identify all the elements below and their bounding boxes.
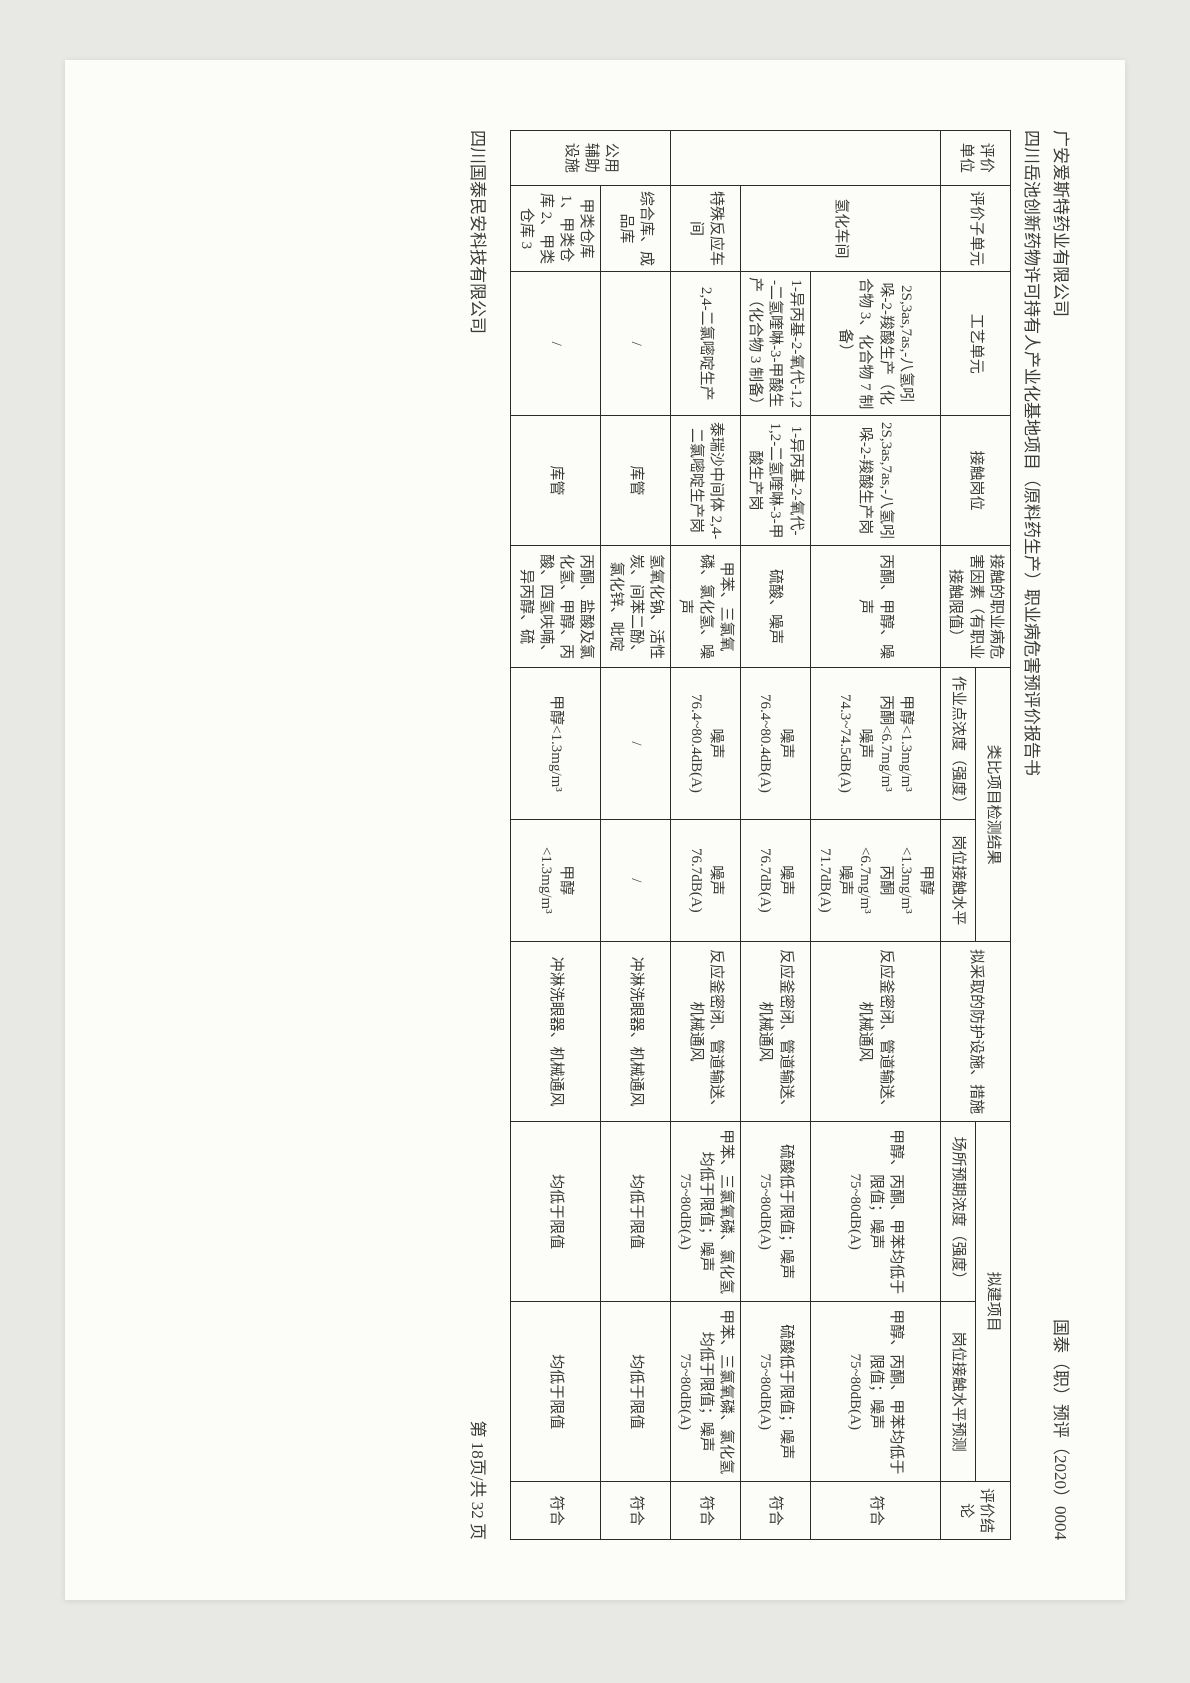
th-post: 接触岗位 — [941, 416, 1011, 546]
hazard-table: 评价单位 评价子单元 工艺单元 接触岗位 接触的职业病危害因素（有职业接触限值）… — [511, 130, 1012, 1540]
table-row: 1-异丙基-2-氧代-1,2-二氢喹啉-3-甲酸生产（化合物 3 制备） 1-异… — [741, 131, 811, 1540]
page-content: 广安爱斯特药业有限公司 国泰（职）预评（2020）0004 四川岳池创新药物许可… — [65, 60, 1125, 1600]
cell-post: 库管 — [511, 416, 601, 546]
cell-apoint: 噪声76.4~80.4dB(A) — [741, 668, 811, 819]
table-body: 氢化车间 2S,3as,7as,-八氢吲哚-2-羧酸生产（化合物 3、化合物 7… — [511, 131, 941, 1540]
header-row-1: 广安爱斯特药业有限公司 国泰（职）预评（2020）0004 — [1050, 130, 1075, 1540]
cell-plevel: 硫酸低于限值；噪声75~80dB(A) — [741, 1302, 811, 1482]
cell-post: 泰瑞沙中间体 2,4-二氯嘧啶生产岗 — [671, 416, 741, 546]
cell-plevel: 甲苯、三氯氧磷、氯化氢均低于限值；噪声75~80dB(A) — [671, 1302, 741, 1482]
cell-plevel: 均低于限值 — [601, 1302, 671, 1482]
cell-plevel: 甲醇、丙酮、甲苯均低于限值；噪声75~80dB(A) — [810, 1302, 941, 1482]
cell-concl: 符合 — [601, 1482, 671, 1540]
cell-apoint: 甲醇<1.3mg/m³丙酮<6.7mg/m³噪声74.3~74.5dB(A) — [810, 668, 941, 819]
footer-row: 四川国泰民安科技有限公司 第 18页/共 32 页 — [468, 130, 493, 1540]
cell-post: 2S,3as,7as,-八氢吲哚-2-羧酸生产岗 — [810, 416, 941, 546]
cell-hazard: 甲苯、三氯氧磷、氯化氢、噪声 — [671, 545, 741, 667]
header-left-2: 四川岳池创新药物许可持有人产业化基地项目（原料药生产）职业病危害预评价报告书 — [1021, 130, 1046, 1540]
cell-measures: 反应釜密闭、管道输送、机械通风 — [810, 942, 941, 1122]
header-right-1: 国泰（职）预评（2020）0004 — [1050, 1319, 1075, 1540]
cell-alevel: 噪声76.7dB(A) — [741, 819, 811, 941]
th-measures: 拟采取的防护设施、措施 — [941, 942, 1011, 1122]
th-sub-unit: 评价子单元 — [941, 185, 1011, 271]
cell-post: 库管 — [601, 416, 671, 546]
cell-concl: 符合 — [810, 1482, 941, 1540]
table-row: 特殊反应车间 2,4-二氯嘧啶生产 泰瑞沙中间体 2,4-二氯嘧啶生产岗 甲苯、… — [671, 131, 741, 1540]
th-process: 工艺单元 — [941, 272, 1011, 416]
cell-sub: 甲类仓库 1、甲类仓库 2、甲类仓库 3 — [511, 185, 601, 271]
cell-hazard: 丙酮、盐酸及氯化氢、甲醇、丙酸、四氢呋喃、异丙醇、硫 — [511, 545, 601, 667]
th-conclusion: 评价结论 — [941, 1482, 1011, 1540]
th-proposed-conc: 场所预期浓度（强度） — [941, 1122, 976, 1302]
cell-post: 1-异丙基-2-氧代-1,2-二氢喹啉-3-甲酸生产岗 — [741, 416, 811, 546]
cell-apoint: 甲醇<1.3mg/m³ — [511, 668, 601, 819]
cell-pconc: 均低于限值 — [601, 1122, 671, 1302]
cell-process: 2S,3as,7as,-八氢吲哚-2-羧酸生产（化合物 3、化合物 7 制备） — [810, 272, 941, 416]
th-proposed-level: 岗位接触水平预测 — [941, 1302, 976, 1482]
cell-measures: 反应釜密闭、管道输送、机械通风 — [741, 942, 811, 1122]
cell-process: / — [511, 272, 601, 416]
cell-pconc: 甲苯、三氯氧磷、氯化氢均低于限值；噪声75~80dB(A) — [671, 1122, 741, 1302]
footer-left: 四川国泰民安科技有限公司 — [468, 130, 493, 334]
th-proposed-group: 拟建项目 — [976, 1122, 1011, 1482]
cell-plevel: 均低于限值 — [511, 1302, 601, 1482]
th-analogy-level: 岗位接触水平 — [941, 819, 976, 941]
th-analogy-point: 作业点浓度（强度） — [941, 668, 976, 819]
th-analogy-group: 类比项目检测结果 — [976, 668, 1011, 942]
th-hazard: 接触的职业病危害因素（有职业接触限值） — [941, 545, 1011, 667]
cell-alevel: 甲醇<1.3mg/m³丙酮<6.7mg/m³噪声71.7dB(A) — [810, 819, 941, 941]
cell-unit — [671, 131, 941, 186]
table-row: 甲类仓库 1、甲类仓库 2、甲类仓库 3 / 库管 丙酮、盐酸及氯化氢、甲醇、丙… — [511, 131, 601, 1540]
cell-pconc: 甲醇、丙酮、甲苯均低于限值；噪声75~80dB(A) — [810, 1122, 941, 1302]
cell-hazard: 丙酮、甲醇、噪声 — [810, 545, 941, 667]
header-left-1: 广安爱斯特药业有限公司 — [1050, 130, 1075, 317]
cell-process: 1-异丙基-2-氧代-1,2-二氢喹啉-3-甲酸生产（化合物 3 制备） — [741, 272, 811, 416]
cell-sub: 特殊反应车间 — [671, 185, 741, 271]
cell-pconc: 硫酸低于限值；噪声75~80dB(A) — [741, 1122, 811, 1302]
cell-alevel: 甲醇<1.3mg/m³ — [511, 819, 601, 941]
cell-process: / — [601, 272, 671, 416]
cell-hazard: 硫酸、噪声 — [741, 545, 811, 667]
table-head: 评价单位 评价子单元 工艺单元 接触岗位 接触的职业病危害因素（有职业接触限值）… — [941, 131, 1011, 1540]
cell-sub: 综合库、成品库 — [601, 185, 671, 271]
cell-process: 2,4-二氯嘧啶生产 — [671, 272, 741, 416]
cell-hazard: 氢氧化钠、活性炭、间苯二酚、氯化锌、吡啶 — [601, 545, 671, 667]
cell-unit: 公用辅助设施 — [511, 131, 671, 186]
footer-right: 第 18页/共 32 页 — [468, 1421, 493, 1540]
cell-alevel: / — [601, 819, 671, 941]
cell-sub: 氢化车间 — [741, 185, 941, 271]
cell-concl: 符合 — [671, 1482, 741, 1540]
table-row: 公用辅助设施 综合库、成品库 / 库管 氢氧化钠、活性炭、间苯二酚、氯化锌、吡啶… — [601, 131, 671, 1540]
cell-concl: 符合 — [741, 1482, 811, 1540]
cell-pconc: 均低于限值 — [511, 1122, 601, 1302]
cell-apoint: 噪声76.4~80.4dB(A) — [671, 668, 741, 819]
table-row: 氢化车间 2S,3as,7as,-八氢吲哚-2-羧酸生产（化合物 3、化合物 7… — [810, 131, 941, 1540]
page-sheet: 广安爱斯特药业有限公司 国泰（职）预评（2020）0004 四川岳池创新药物许可… — [65, 60, 1125, 1600]
cell-measures: 反应釜密闭、管道输送、机械通风 — [671, 942, 741, 1122]
cell-alevel: 噪声76.7dB(A) — [671, 819, 741, 941]
cell-concl: 符合 — [511, 1482, 601, 1540]
cell-apoint: / — [601, 668, 671, 819]
th-eval-unit: 评价单位 — [941, 131, 1011, 186]
cell-measures: 冲淋洗眼器、机械通风 — [601, 942, 671, 1122]
cell-measures: 冲淋洗眼器、机械通风 — [511, 942, 601, 1122]
